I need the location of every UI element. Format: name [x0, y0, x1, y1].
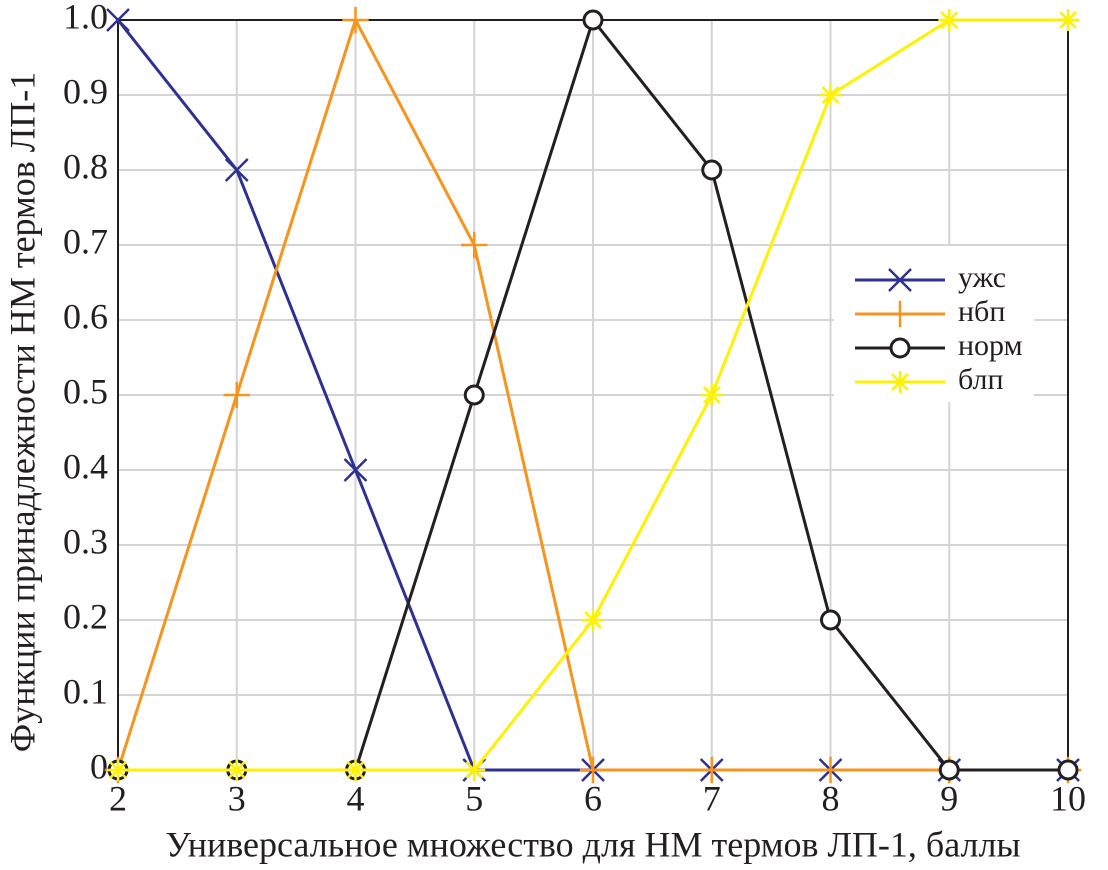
marker-stroke: [582, 9, 604, 31]
marker: [698, 756, 725, 784]
x-tick-label: 9: [940, 778, 958, 818]
marker-stroke: [106, 8, 130, 32]
legend-box: [834, 246, 1034, 402]
marker: [1057, 759, 1079, 781]
legend-label: нбп: [958, 295, 1005, 328]
marker: [579, 756, 607, 784]
marker: [582, 9, 604, 31]
marker-stroke: [820, 609, 841, 631]
marker-stroke: [224, 158, 249, 182]
marker-stroke: [465, 761, 484, 779]
legend-label: ужс: [958, 261, 1006, 294]
x-tick-label: 2: [109, 778, 127, 818]
legend-marker: [889, 337, 911, 359]
x-tick-label: 6: [584, 778, 602, 818]
marker: [582, 609, 604, 631]
marker-stroke: [889, 337, 911, 359]
marker: [820, 609, 841, 631]
x-tick-label: 4: [347, 778, 365, 818]
y-tick-label: 0.5: [63, 371, 108, 411]
marker: [701, 159, 723, 181]
x-tick-label: 5: [465, 778, 483, 818]
marker-stroke: [463, 384, 485, 406]
marker: [344, 759, 367, 781]
marker: [886, 300, 914, 328]
legend-marker: [888, 268, 912, 292]
x-tick-label: 8: [822, 778, 840, 818]
marker-stroke: [343, 458, 368, 482]
marker-stroke: [938, 759, 960, 781]
x-tick-label: 3: [228, 778, 246, 818]
marker-stroke: [346, 761, 365, 779]
marker: [461, 231, 488, 259]
marker: [819, 84, 842, 106]
marker-stroke: [227, 761, 246, 779]
marker: [342, 6, 369, 34]
marker: [888, 268, 912, 292]
x-axis-label: Универсальное множество для НМ термов ЛП…: [165, 824, 1020, 864]
marker: [463, 384, 485, 406]
marker: [938, 759, 960, 781]
y-tick-label: 0.6: [63, 296, 108, 336]
marker: [107, 759, 129, 781]
legend-label: блп: [958, 363, 1004, 396]
marker: [343, 458, 368, 482]
marker-stroke: [940, 11, 959, 29]
y-tick-label: 0.9: [63, 71, 108, 111]
marker: [223, 381, 250, 409]
y-tick-label: 0.1: [63, 671, 108, 711]
marker: [463, 759, 486, 781]
marker-stroke: [109, 761, 127, 779]
y-tick-label: 1.0: [63, 0, 108, 36]
marker: [1057, 9, 1079, 31]
legend-marker: [886, 300, 914, 328]
marker-stroke: [891, 373, 909, 391]
marker-stroke: [584, 611, 602, 629]
marker-stroke: [701, 159, 723, 181]
legend-marker: [889, 371, 911, 393]
marker: [817, 756, 844, 784]
marker-stroke: [821, 86, 840, 104]
y-tick-label: 0.8: [63, 146, 108, 186]
x-tick-label: 10: [1050, 778, 1086, 818]
y-axis-label: Функции принадлежности НМ термов ЛП-1: [2, 72, 42, 752]
y-tick-label: 0.2: [63, 596, 108, 636]
marker: [700, 384, 723, 406]
marker: [224, 158, 249, 182]
marker: [225, 759, 248, 781]
marker: [889, 337, 911, 359]
marker: [889, 371, 911, 393]
marker-stroke: [702, 386, 721, 404]
x-tick-label: 7: [703, 778, 721, 818]
marker-stroke: [1059, 11, 1077, 29]
y-tick-label: 0.4: [63, 446, 108, 486]
y-tick-label: 0: [90, 746, 108, 786]
y-tick-label: 0.7: [63, 221, 108, 261]
marker: [938, 9, 961, 31]
marker-stroke: [1057, 759, 1079, 781]
marker: [106, 8, 130, 32]
y-tick-label: 0.3: [63, 521, 108, 561]
legend-label: норм: [958, 329, 1023, 362]
marker-stroke: [888, 268, 912, 292]
